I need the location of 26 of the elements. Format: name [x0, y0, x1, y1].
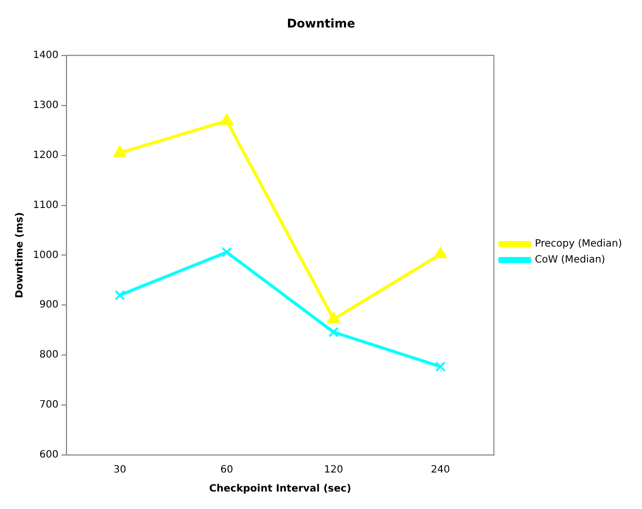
point	[221, 246, 232, 258]
x-tick-label: 30	[114, 464, 126, 476]
y-tick-label: 700	[39, 400, 58, 411]
y-tick-label: 600	[39, 450, 58, 461]
y-tick-label: 1200	[32, 150, 58, 161]
legend-label: CoW (Median)	[534, 254, 606, 266]
point	[328, 326, 339, 338]
x-axis-title: Checkpoint Interval (sec)	[209, 484, 352, 495]
y-axis-title: Downtime (ms)	[14, 212, 26, 298]
x-tick-label: 240	[430, 464, 450, 476]
x-tick-label: 60	[220, 464, 234, 476]
point	[220, 114, 233, 125]
x-tick-label: 120	[324, 464, 344, 476]
point	[327, 312, 340, 324]
point	[435, 361, 446, 372]
y-tick-label: 1000	[32, 250, 58, 261]
point	[434, 247, 447, 258]
legend-label: Precopy (Median)	[534, 238, 622, 250]
y-tick-label: 1100	[32, 200, 58, 211]
y-tick-label: 1300	[32, 100, 58, 111]
point	[114, 146, 126, 157]
chart-title: Downtime	[286, 16, 356, 30]
point	[114, 290, 126, 300]
y-tick-label: 1400	[32, 50, 58, 61]
y-tick-label: 900	[39, 300, 58, 311]
y-tick-label: 800	[39, 350, 58, 361]
